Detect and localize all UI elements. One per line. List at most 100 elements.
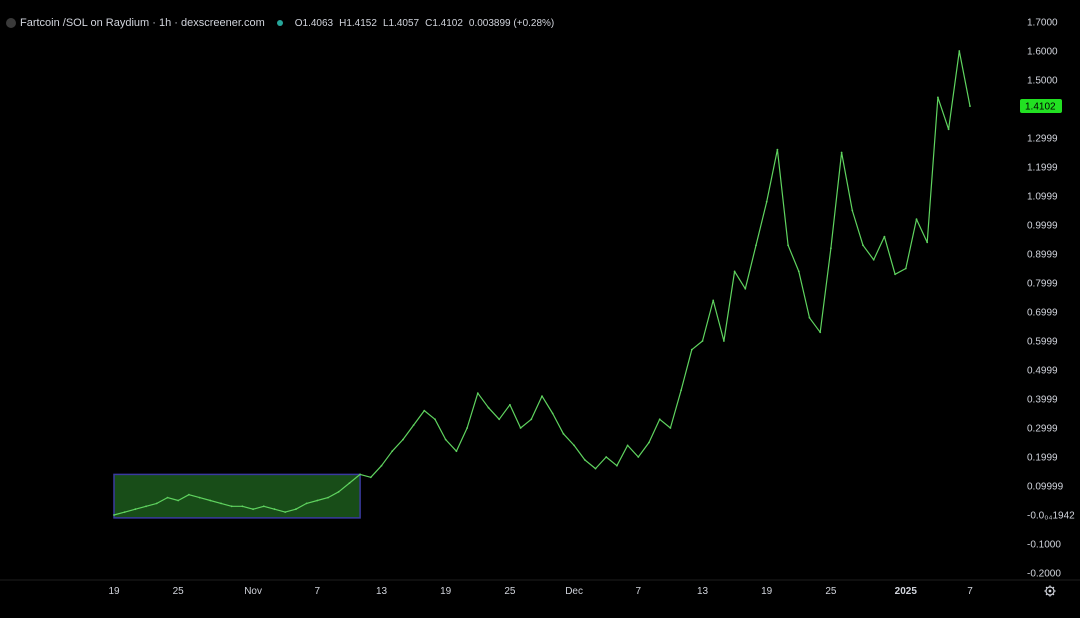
- data-point: [316, 499, 319, 502]
- highlight-box: [113, 473, 361, 519]
- data-point: [509, 403, 511, 406]
- x-tick-label: 25: [173, 586, 185, 597]
- market-status-icon: [276, 20, 283, 26]
- data-point: [723, 340, 725, 342]
- data-point: [958, 50, 961, 52]
- data-point: [541, 395, 543, 397]
- data-point: [969, 105, 971, 107]
- data-point: [145, 505, 148, 508]
- data-point: [455, 450, 458, 453]
- x-tick-label: 25: [825, 586, 837, 597]
- data-point: [209, 499, 212, 502]
- data-point: [476, 392, 479, 395]
- y-tick-label: 0.4999: [1027, 366, 1058, 377]
- x-tick-label: Dec: [565, 586, 583, 597]
- data-point: [819, 331, 822, 334]
- data-point: [262, 505, 265, 508]
- data-point: [166, 496, 169, 499]
- data-point: [241, 505, 244, 508]
- x-tick-label: 2025: [895, 586, 918, 597]
- data-point: [113, 514, 115, 516]
- y-tick-label: 0.6999: [1027, 308, 1058, 319]
- y-tick-label: 0.09999: [1027, 482, 1064, 493]
- data-point: [776, 148, 779, 151]
- data-point: [498, 418, 501, 421]
- data-point: [648, 441, 650, 444]
- data-point: [305, 502, 308, 505]
- y-tick-label: 1.7000: [1027, 18, 1058, 29]
- data-point: [284, 511, 287, 513]
- x-tick-label: 7: [636, 586, 642, 597]
- data-point: [530, 418, 533, 421]
- x-tick-label: 19: [440, 586, 452, 597]
- data-point: [862, 244, 864, 247]
- ohlc-open: O1.4063: [294, 17, 334, 29]
- ohlc-close: C1.4102: [425, 17, 463, 29]
- data-point: [701, 340, 704, 342]
- data-point: [840, 151, 843, 154]
- y-tick-label: -0.0₀₄1942: [1027, 511, 1075, 522]
- y-tick-label: 0.1999: [1027, 453, 1058, 464]
- data-point: [830, 247, 832, 250]
- data-point: [337, 490, 340, 493]
- x-tick-label: 7: [315, 586, 321, 597]
- data-point: [402, 438, 404, 441]
- y-tick-label: 0.5999: [1027, 337, 1058, 348]
- data-point: [348, 482, 351, 484]
- data-point: [188, 493, 190, 496]
- last-price-badge: [1020, 99, 1062, 114]
- data-point: [466, 427, 468, 429]
- data-point: [327, 496, 329, 499]
- data-point: [434, 418, 436, 421]
- data-point: [937, 96, 939, 99]
- data-point: [797, 270, 800, 273]
- data-point: [872, 258, 875, 261]
- x-tick-label: 7: [967, 586, 973, 597]
- data-point: [487, 406, 490, 409]
- data-point: [562, 432, 565, 435]
- data-point: [690, 348, 693, 351]
- data-point: [851, 209, 854, 212]
- y-tick-label: -0.1000: [1027, 540, 1061, 551]
- x-tick-label: 19: [108, 586, 120, 597]
- data-point: [915, 218, 918, 221]
- x-tick-label: 13: [376, 586, 388, 597]
- x-tick-label: 13: [697, 586, 709, 597]
- data-point: [551, 412, 554, 415]
- data-point: [359, 473, 361, 476]
- y-tick-label: -0.2000: [1027, 569, 1061, 580]
- data-point: [252, 508, 255, 511]
- data-point: [616, 464, 618, 467]
- x-tick-label: 25: [504, 586, 516, 597]
- data-point: [583, 459, 586, 461]
- data-point: [198, 496, 201, 499]
- data-point: [519, 427, 522, 429]
- y-tick-label: 0.3999: [1027, 395, 1058, 406]
- data-point: [680, 389, 682, 392]
- y-tick-label: 1.6000: [1027, 47, 1058, 58]
- data-point: [444, 438, 447, 441]
- y-tick-label: 1.0999: [1027, 192, 1058, 203]
- y-tick-label: 0.9999: [1027, 221, 1058, 232]
- data-point: [712, 299, 715, 302]
- last-price-label: 1.4102: [1025, 102, 1056, 113]
- data-point: [177, 499, 180, 502]
- y-tick-label: 1.1999: [1027, 163, 1058, 174]
- data-point: [134, 508, 137, 511]
- y-tick-label: 1.2999: [1027, 134, 1058, 145]
- data-point: [733, 270, 736, 273]
- data-point: [573, 444, 575, 447]
- gear-icon[interactable]: [1044, 585, 1056, 597]
- data-point: [894, 273, 896, 276]
- price-line: [113, 50, 971, 516]
- data-point: [230, 505, 233, 508]
- data-point: [391, 450, 394, 453]
- data-point: [380, 464, 383, 467]
- ohlc-readout: O1.4063 H1.4152 L1.4057 C1.4102 0.003899…: [295, 18, 555, 29]
- ohlc-change: 0.003899 (+0.28%): [468, 17, 555, 29]
- data-point: [808, 316, 811, 319]
- data-point: [423, 409, 426, 412]
- data-point: [273, 508, 276, 511]
- x-tick-label: Nov: [244, 586, 262, 597]
